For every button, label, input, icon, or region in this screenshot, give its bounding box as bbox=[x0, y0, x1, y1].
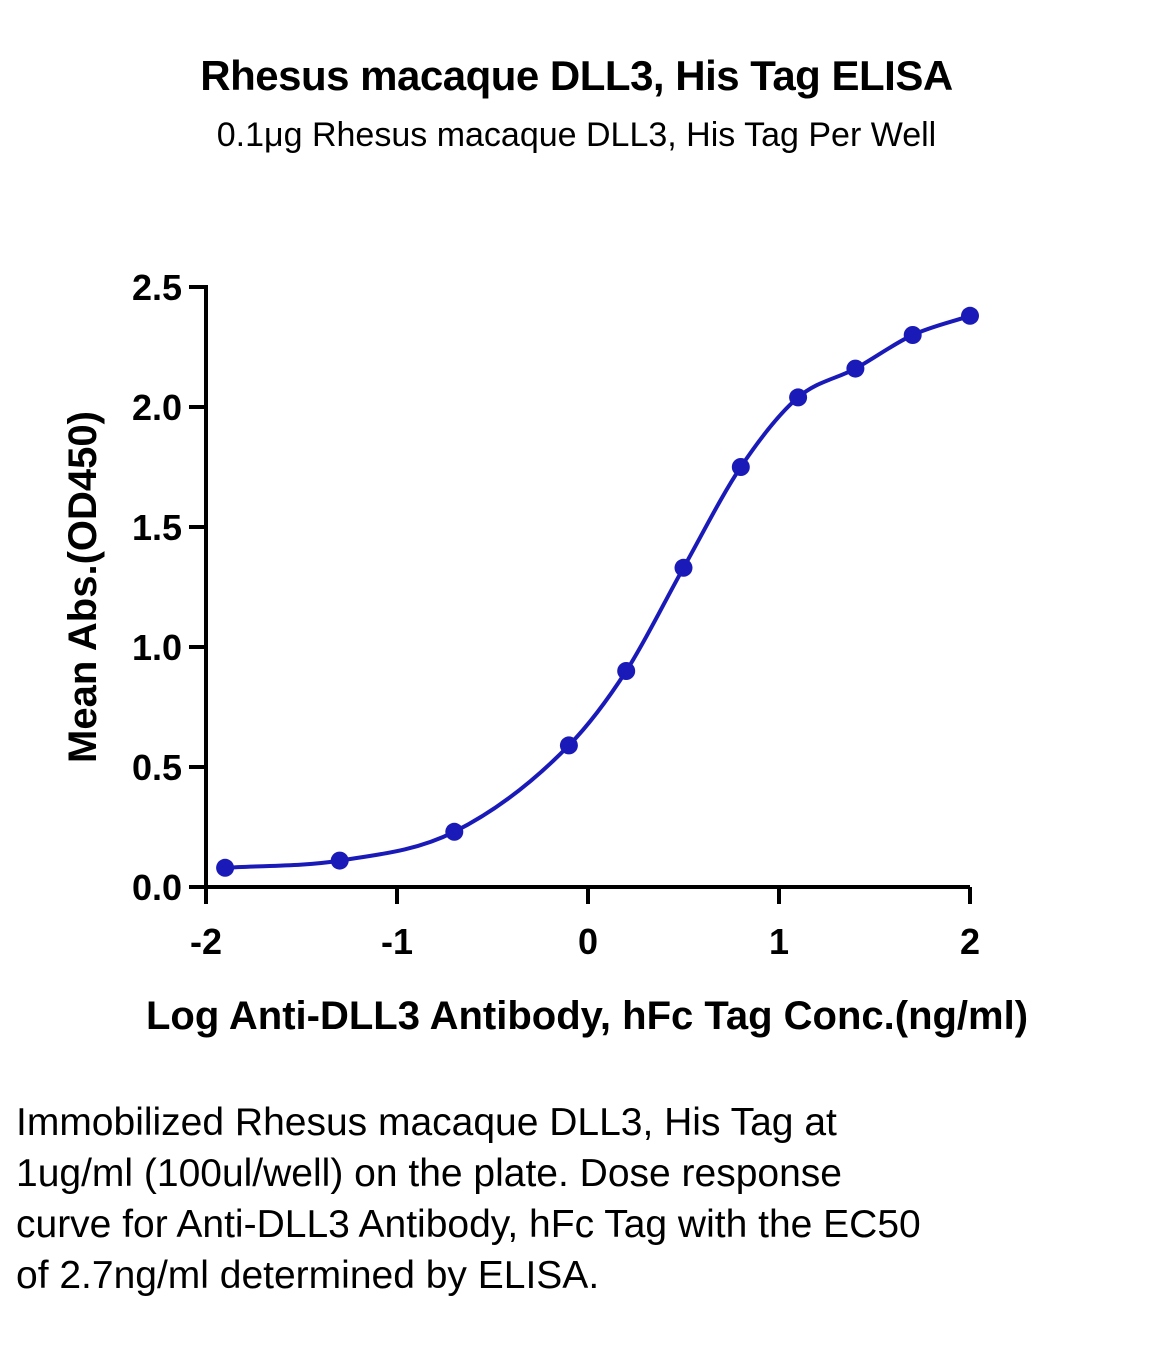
data-point bbox=[731, 458, 750, 476]
chart-title: Rhesus macaque DLL3, His Tag ELISA bbox=[200, 52, 953, 99]
x-tick-label: -2 bbox=[190, 921, 222, 962]
data-point bbox=[216, 858, 235, 877]
y-tick-label: 2.0 bbox=[132, 387, 182, 428]
x-tick-label: 0 bbox=[578, 921, 598, 962]
x-axis-label: Log Anti-DLL3 Antibody, hFc Tag Conc.(ng… bbox=[146, 994, 1028, 1038]
data-point bbox=[617, 662, 636, 680]
y-tick-label: 1.5 bbox=[132, 507, 182, 548]
y-tick-label: 0.0 bbox=[132, 867, 182, 908]
data-point bbox=[559, 736, 578, 755]
x-tick-label: 1 bbox=[769, 921, 789, 962]
data-point bbox=[789, 388, 808, 407]
caption-text: Immobilized Rhesus macaque DLL3, His Tag… bbox=[16, 1101, 921, 1297]
data-point bbox=[330, 851, 349, 870]
data-point bbox=[903, 326, 922, 344]
data-point bbox=[961, 306, 979, 325]
data-point bbox=[674, 558, 693, 577]
axes: -2 -1 0 1 2 0.0 0.5 1.0 1.5 2.0 2.5 bbox=[132, 267, 980, 962]
chart-subtitle: 0.1μg Rhesus macaque DLL3, His Tag Per W… bbox=[216, 116, 937, 154]
x-tick-label: -1 bbox=[381, 921, 413, 962]
y-axis-label: Mean Abs.(OD450) bbox=[61, 411, 105, 763]
y-tick-label: 1.0 bbox=[132, 627, 182, 668]
data-point bbox=[445, 822, 464, 841]
y-tick-label: 2.5 bbox=[132, 267, 182, 308]
data-point bbox=[846, 359, 865, 378]
data-points-layer bbox=[216, 306, 979, 877]
fit-curve-layer bbox=[224, 313, 971, 870]
x-tick-label: 2 bbox=[960, 921, 980, 962]
fit-curve bbox=[224, 313, 971, 870]
y-tick-label: 0.5 bbox=[132, 747, 182, 788]
